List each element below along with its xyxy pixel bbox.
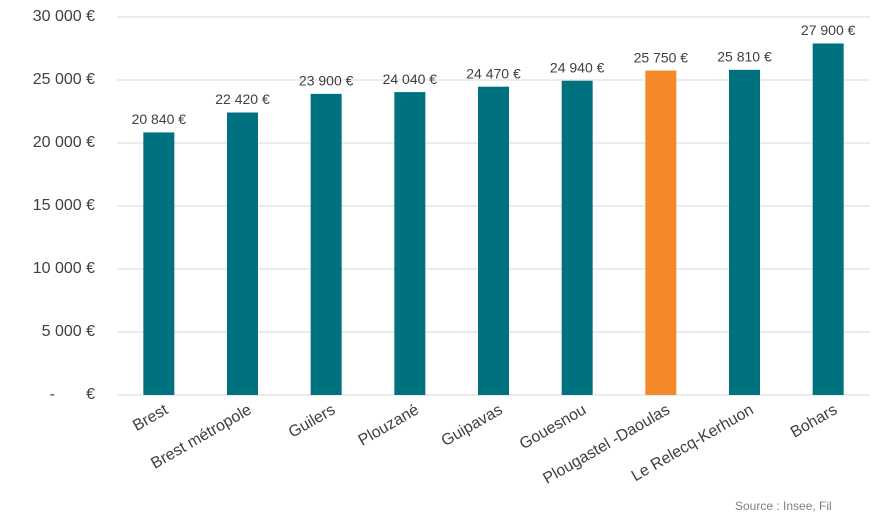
- x-tick-label: Gouesnou: [517, 401, 589, 453]
- bar: [645, 70, 677, 396]
- y-tick-label: 30 000 €: [33, 8, 95, 25]
- x-tick-label: Bohars: [788, 401, 840, 441]
- bar: [729, 69, 760, 395]
- value-label: 24 940 €: [550, 59, 605, 75]
- y-tick-label: - €: [50, 386, 95, 403]
- bar: [812, 43, 844, 396]
- value-label: 23 900 €: [299, 73, 354, 89]
- value-label: 20 840 €: [132, 111, 187, 127]
- value-label: 24 470 €: [466, 65, 521, 81]
- y-tick-label: 5 000 €: [42, 323, 95, 340]
- bar: [143, 132, 175, 395]
- bar: [227, 112, 258, 396]
- y-tick-label: 20 000 €: [33, 134, 95, 151]
- value-label: 25 750 €: [634, 49, 689, 65]
- source: Source : Insee, Fil: [735, 499, 832, 513]
- y-tick-label: 25 000 €: [33, 71, 95, 88]
- y-tick-label: 10 000 €: [33, 260, 95, 277]
- bar: [310, 93, 342, 396]
- x-tick-label: Plouzané: [356, 401, 422, 449]
- value-label: 27 900 €: [801, 22, 856, 38]
- x-tick-label: Guipavas: [439, 401, 506, 450]
- x-tick-label: Guilers: [286, 401, 338, 441]
- x-tick-label: Brest: [130, 401, 171, 435]
- value-label: 25 810 €: [717, 48, 772, 64]
- value-label: 22 420 €: [215, 91, 270, 107]
- bar: [561, 80, 593, 396]
- bar: [394, 92, 426, 395]
- value-label: 24 040 €: [383, 71, 438, 87]
- bar: [478, 86, 509, 395]
- y-tick-label: 15 000 €: [33, 197, 95, 214]
